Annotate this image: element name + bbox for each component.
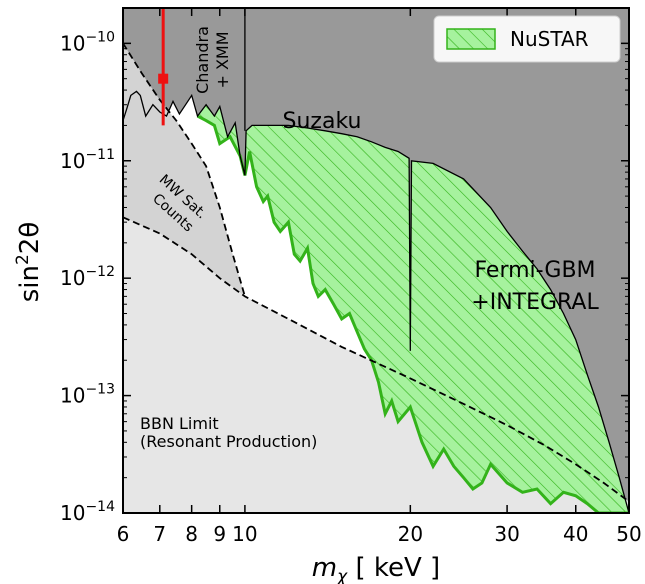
y-tick-label: 10−11 <box>60 147 115 173</box>
legend-swatch-nustar <box>446 28 496 50</box>
annotation-bbn-line2: (Resonant Production) <box>140 432 317 451</box>
y-tick-label: 10−12 <box>60 264 115 290</box>
legend-label-nustar: NuSTAR <box>510 27 589 51</box>
legend: NuSTAR <box>433 15 621 63</box>
annotation-suzaku: Suzaku <box>283 109 362 134</box>
x-axis-label-main: m <box>312 553 337 583</box>
y-axis-label-tail: 2θ <box>15 222 45 254</box>
y-axis-label: sin22θ <box>13 222 45 303</box>
x-axis-label-sub: χ <box>336 567 348 584</box>
signal-point-marker <box>158 73 169 84</box>
legend-box <box>433 15 621 63</box>
mw-sat-counts-dashed-line <box>123 42 246 297</box>
nustar-boundary-line <box>196 114 629 513</box>
x-tick-label: 50 <box>616 522 641 546</box>
y-tick-label: 10−14 <box>60 499 115 525</box>
y-axis-label-sup: 2 <box>13 254 33 265</box>
x-tick-label: 8 <box>185 522 198 546</box>
x-tick-label: 40 <box>563 522 588 546</box>
annotation-bbn-line1: BBN Limit <box>140 414 219 433</box>
axis-ticks: 6 7 8 9 10 20 30 40 50 10−10 10−11 10−12 10−13 10−14 <box>60 7 642 546</box>
annotation-fermi: Fermi-GBM <box>474 258 595 283</box>
x-tick-label: 6 <box>117 522 130 546</box>
plot-frame <box>122 7 630 514</box>
x-axis-label-unit: [ keV ] <box>347 553 440 583</box>
excluded-boundary-line <box>123 90 629 513</box>
x-tick-label: 30 <box>494 522 519 546</box>
x-tick-label: 20 <box>398 522 423 546</box>
annotation-xmm: + XMM <box>213 31 232 88</box>
plot-area <box>123 8 629 513</box>
y-tick-label: 10−13 <box>60 382 115 408</box>
annotation-integral: +INTEGRAL <box>471 290 599 315</box>
x-tick-label: 7 <box>153 522 166 546</box>
x-axis-label: mχ [ keV ] <box>312 553 440 584</box>
y-tick-label: 10−10 <box>60 29 115 55</box>
x-tick-label: 10 <box>232 522 257 546</box>
annotation-chandra: Chandra <box>193 26 212 94</box>
nustar-exclusion-region <box>197 104 629 513</box>
bbn-limit-dashed-line <box>123 216 629 503</box>
x-tick-label: 9 <box>213 522 226 546</box>
mw-sat-counts-region <box>123 43 245 297</box>
y-axis-label-main: sin <box>15 265 45 302</box>
